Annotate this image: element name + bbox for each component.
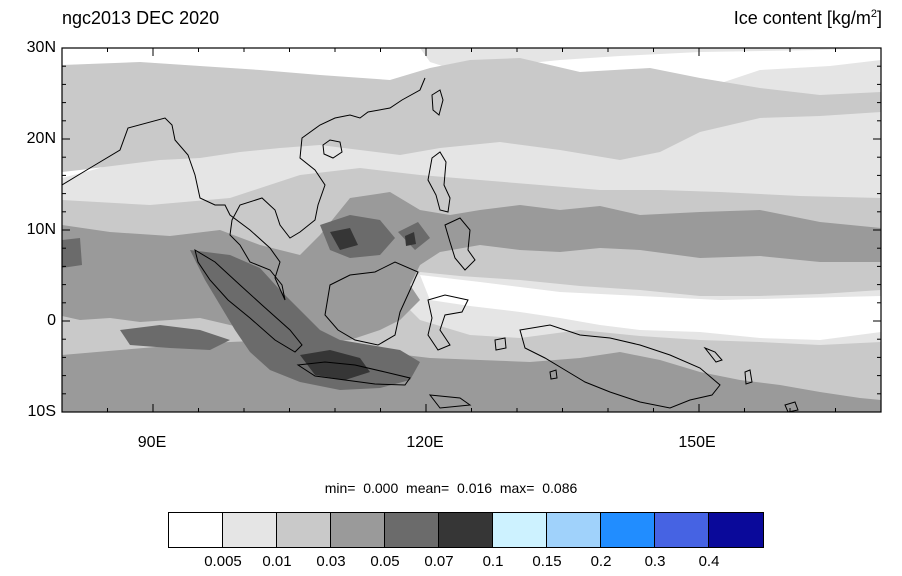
field-dark-gray-1: [190, 250, 420, 390]
colorbar-label-7: 0.2: [590, 553, 612, 570]
colorbar-swatch-3: [331, 513, 385, 547]
coastline-asia-mainland: [62, 77, 426, 301]
title-right-end: ]: [876, 8, 882, 28]
field-statistics: min= 0.000 mean= 0.016 max= 0.086: [0, 480, 902, 496]
field-darkest-2: [330, 228, 358, 250]
coastline-taiwan: [431, 89, 444, 116]
coastline-java: [296, 361, 411, 386]
lat-label-30n: 30N: [26, 39, 56, 56]
colorbar-swatch-8: [601, 513, 655, 547]
coastline-new-guinea: [519, 324, 721, 409]
coastline-sulawesi: [427, 294, 469, 351]
coastline-small-islands: [428, 337, 799, 412]
field-dark-gray-4: [62, 238, 82, 268]
stat-max-value: 0.086: [542, 480, 578, 496]
colorbar-label-0: 0.005: [204, 553, 242, 570]
colorbar-swatch-5: [439, 513, 493, 547]
ice-content-map: [61, 47, 882, 413]
colorbar-swatch-0: [169, 513, 223, 547]
lat-label-10n: 10N: [26, 221, 56, 238]
title-right-main: Ice content [kg/m: [733, 8, 871, 28]
coastline-philippines: [427, 151, 476, 271]
colorbar-label-5: 0.1: [482, 553, 504, 570]
colorbar-swatch-9: [655, 513, 709, 547]
lat-label-20n: 20N: [26, 130, 56, 147]
field-darkest-1: [300, 350, 370, 380]
colorbar-label-4: 0.07: [424, 553, 454, 570]
map-title-right: Ice content [kg/m2]: [734, 8, 882, 29]
colorbar-swatch-4: [385, 513, 439, 547]
field-darkest-3: [405, 232, 416, 246]
coastline-sumatra: [194, 248, 303, 353]
colorbar-swatch-7: [547, 513, 601, 547]
colorbar-swatch-1: [223, 513, 277, 547]
colorbar-label-8: 0.3: [644, 553, 666, 570]
map-field: [62, 48, 881, 412]
coastline-borneo: [324, 261, 419, 346]
colorbar-swatch-10: [709, 513, 763, 547]
coastlines: [62, 77, 799, 412]
title-right-superscript: 2: [870, 8, 877, 20]
coastline-hainan: [322, 139, 343, 159]
lon-label-120e: 120E: [406, 434, 444, 451]
stat-mean-label: mean=: [406, 480, 450, 496]
field-dark-gray-5: [120, 325, 230, 350]
colorbar-swatch-2: [277, 513, 331, 547]
lat-label-10s: 10S: [27, 403, 56, 420]
colorbar-label-6: 0.15: [532, 553, 562, 570]
stat-max-label: max=: [499, 480, 535, 496]
stat-mean-value: 0.016: [457, 480, 493, 496]
colorbar-label-3: 0.05: [370, 553, 400, 570]
stat-min-label: min=: [324, 480, 356, 496]
map-ticks: [61, 47, 882, 413]
colorbar-label-9: 0.4: [698, 553, 720, 570]
colorbar-label-1: 0.01: [262, 553, 292, 570]
field-white-mid: [420, 275, 881, 340]
field-gray-band-north: [62, 58, 881, 172]
map-title-left: ngc2013 DEC 2020: [62, 8, 220, 28]
lon-label-150e: 150E: [678, 434, 716, 451]
lat-label-0: 0: [47, 312, 56, 329]
colorbar-label-2: 0.03: [316, 553, 346, 570]
lon-label-90e: 90E: [137, 434, 167, 451]
colorbar: [168, 512, 764, 548]
stat-min-value: 0.000: [363, 480, 399, 496]
colorbar-swatch-6: [493, 513, 547, 547]
